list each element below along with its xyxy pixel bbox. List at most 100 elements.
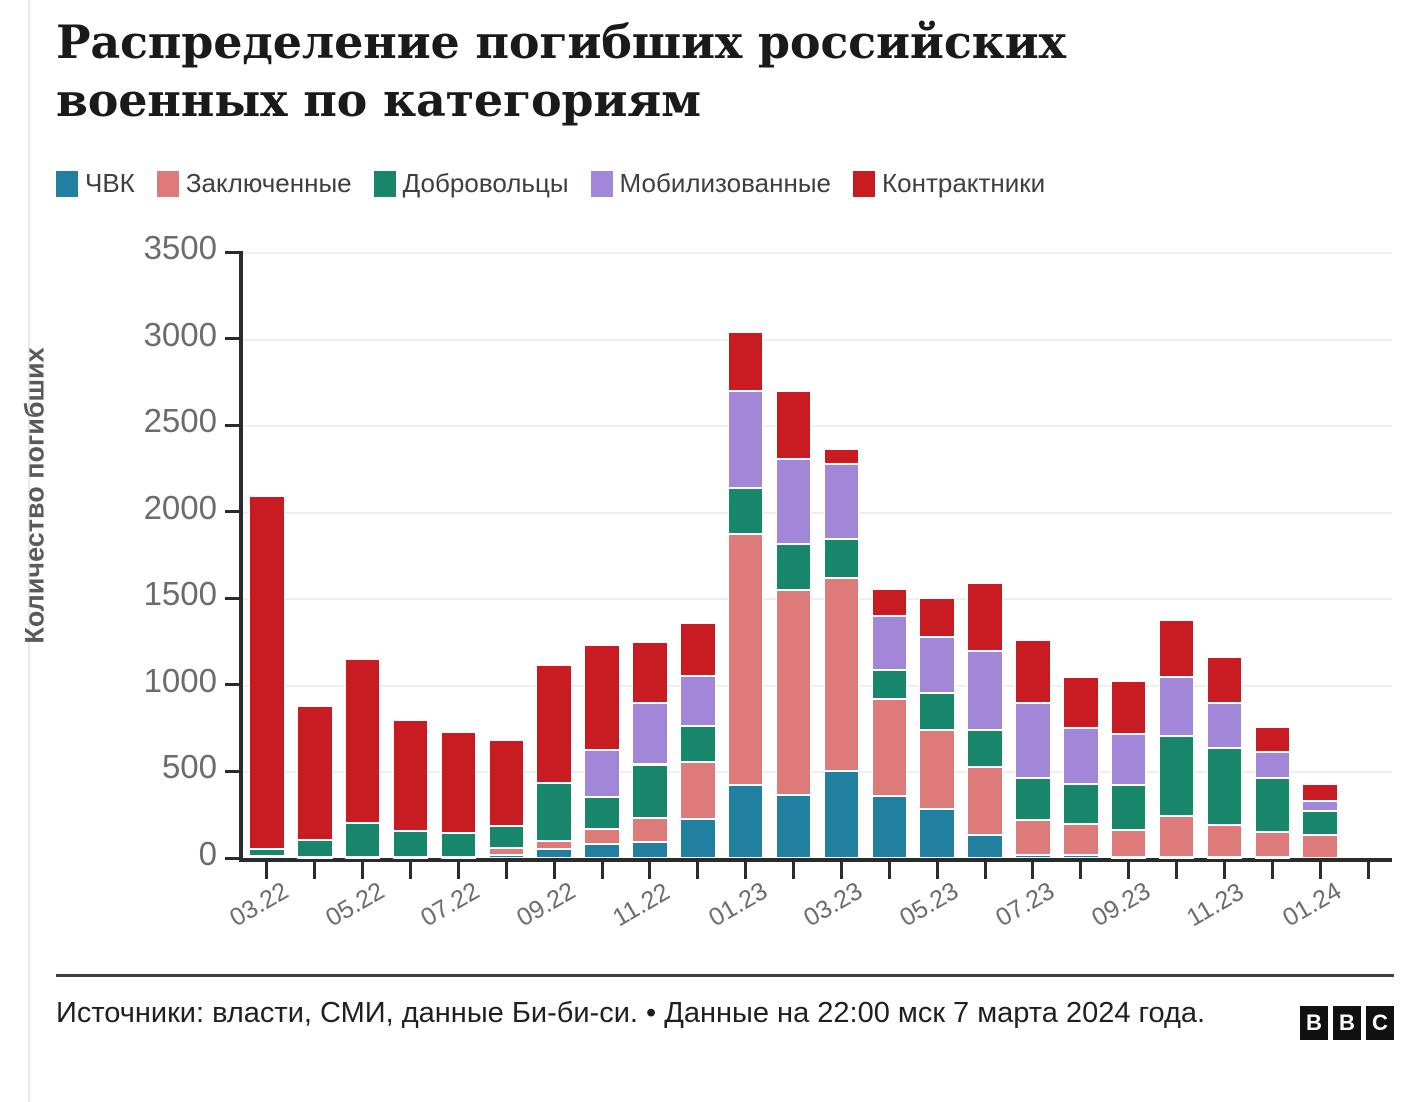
bar-group[interactable] [1110,252,1147,860]
bar-segment[interactable] [1110,785,1147,831]
bar-segment[interactable] [967,835,1003,858]
bar-group[interactable] [440,252,477,860]
bar-segment[interactable] [727,785,764,858]
bar-segment[interactable] [344,658,381,824]
bar-segment[interactable] [871,670,908,699]
bar-segment[interactable] [775,543,812,590]
bar-group[interactable] [727,252,764,858]
legend-item-mobilized[interactable]: Мобилизованные [590,168,831,199]
bar-group[interactable] [1350,252,1385,858]
bar-segment[interactable] [632,642,668,704]
bar-group[interactable] [632,252,668,858]
bar-segment[interactable] [919,729,955,809]
bar-segment[interactable] [1302,811,1338,836]
bar-segment[interactable] [871,588,908,617]
bar-segment[interactable] [297,705,333,840]
bar-segment[interactable] [1110,734,1147,786]
bar-segment[interactable] [1302,800,1338,812]
bar-segment[interactable] [632,703,668,765]
bar-segment[interactable] [775,391,812,459]
bar-segment[interactable] [488,848,525,855]
bar-segment[interactable] [1110,830,1147,858]
bar-segment[interactable] [1110,857,1147,860]
bar-segment[interactable] [440,731,477,833]
bar-segment[interactable] [440,832,477,858]
bar-segment[interactable] [1206,748,1243,826]
bar-segment[interactable] [1015,778,1051,820]
bar-segment[interactable] [584,797,620,830]
bar-segment[interactable] [1015,639,1051,704]
bar-segment[interactable] [536,840,572,850]
bar-segment[interactable] [967,651,1003,730]
bar-group[interactable] [1015,252,1051,858]
bar-segment[interactable] [727,331,764,391]
bar-segment[interactable] [632,841,668,858]
bar-segment[interactable] [680,761,716,820]
bar-segment[interactable] [1063,677,1099,729]
bar-segment[interactable] [1158,816,1195,858]
bar-group[interactable] [249,252,285,859]
bar-segment[interactable] [249,856,285,859]
bar-segment[interactable] [1254,727,1291,753]
bar-segment[interactable] [823,448,860,465]
bar-segment[interactable] [584,749,620,798]
bar-segment[interactable] [297,857,333,860]
bar-segment[interactable] [584,829,620,845]
bar-group[interactable] [1254,252,1291,860]
bar-group[interactable] [584,252,620,858]
bar-segment[interactable] [1158,735,1195,817]
bar-group[interactable] [297,252,333,860]
bar-segment[interactable] [823,538,860,579]
bar-segment[interactable] [632,818,668,842]
bar-segment[interactable] [1206,857,1243,860]
bar-segment[interactable] [919,598,955,638]
bar-segment[interactable] [249,849,285,857]
bar-segment[interactable] [1015,855,1051,858]
bar-group[interactable] [775,252,812,858]
bar-segment[interactable] [680,676,716,726]
bar-segment[interactable] [536,664,572,783]
bar-segment[interactable] [392,857,429,860]
bar-segment[interactable] [1158,677,1195,736]
bar-segment[interactable] [919,808,955,858]
legend-item-contract[interactable]: Контрактники [852,168,1045,199]
bar-segment[interactable] [584,645,620,750]
bar-segment[interactable] [1063,855,1099,858]
bar-group[interactable] [1063,252,1099,858]
bar-segment[interactable] [775,794,812,858]
bar-segment[interactable] [392,831,429,858]
bar-group[interactable] [392,252,429,860]
bar-group[interactable] [536,252,572,858]
bar-segment[interactable] [1158,857,1195,860]
bar-segment[interactable] [775,458,812,544]
bar-segment[interactable] [584,844,620,858]
bar-segment[interactable] [967,767,1003,836]
bar-segment[interactable] [1206,825,1243,858]
bar-segment[interactable] [488,854,525,858]
legend-item-volunteers[interactable]: Добровольцы [373,168,569,199]
bar-segment[interactable] [1063,728,1099,784]
bar-segment[interactable] [392,720,429,832]
bar-segment[interactable] [440,857,477,860]
bar-segment[interactable] [344,857,381,860]
bar-group[interactable] [680,252,716,858]
bar-segment[interactable] [680,623,716,677]
legend-item-pmc[interactable]: ЧВК [56,168,135,199]
bar-segment[interactable] [488,740,525,826]
bar-group[interactable] [967,252,1003,858]
bar-segment[interactable] [1206,703,1243,749]
bar-segment[interactable] [680,819,716,858]
bar-group[interactable] [823,252,860,858]
bar-segment[interactable] [967,582,1003,652]
bar-segment[interactable] [488,825,525,849]
bar-segment[interactable] [919,637,955,693]
bar-segment[interactable] [1063,783,1099,825]
bar-group[interactable] [1302,252,1338,858]
bar-segment[interactable] [1015,703,1051,779]
bar-segment[interactable] [823,464,860,539]
bar-segment[interactable] [823,578,860,772]
bar-group[interactable] [871,252,908,858]
bar-segment[interactable] [680,725,716,762]
bar-segment[interactable] [1302,835,1338,858]
bar-segment[interactable] [249,496,285,850]
